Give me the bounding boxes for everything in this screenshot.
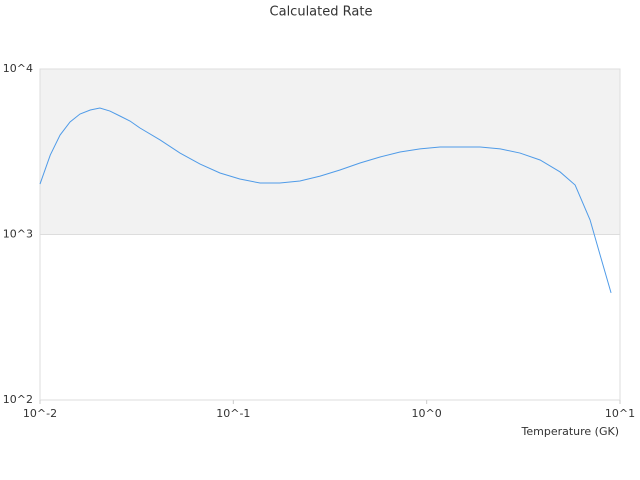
y-tick-label: 10^2 xyxy=(3,393,33,406)
y-tick-label: 10^4 xyxy=(3,62,33,75)
chart-title: Calculated Rate xyxy=(270,5,373,20)
line-series xyxy=(39,107,612,293)
x-tick-label: 10^-2 xyxy=(23,407,57,420)
x-tick-label: 10^-1 xyxy=(216,407,250,420)
y-tick-label: 10^3 xyxy=(3,228,33,241)
x-tick-label: 10^0 xyxy=(412,407,442,420)
plot-band xyxy=(40,69,620,235)
x-tick-label: 10^1 xyxy=(605,407,635,420)
x-axis-label: Temperature (GK) xyxy=(521,425,620,438)
